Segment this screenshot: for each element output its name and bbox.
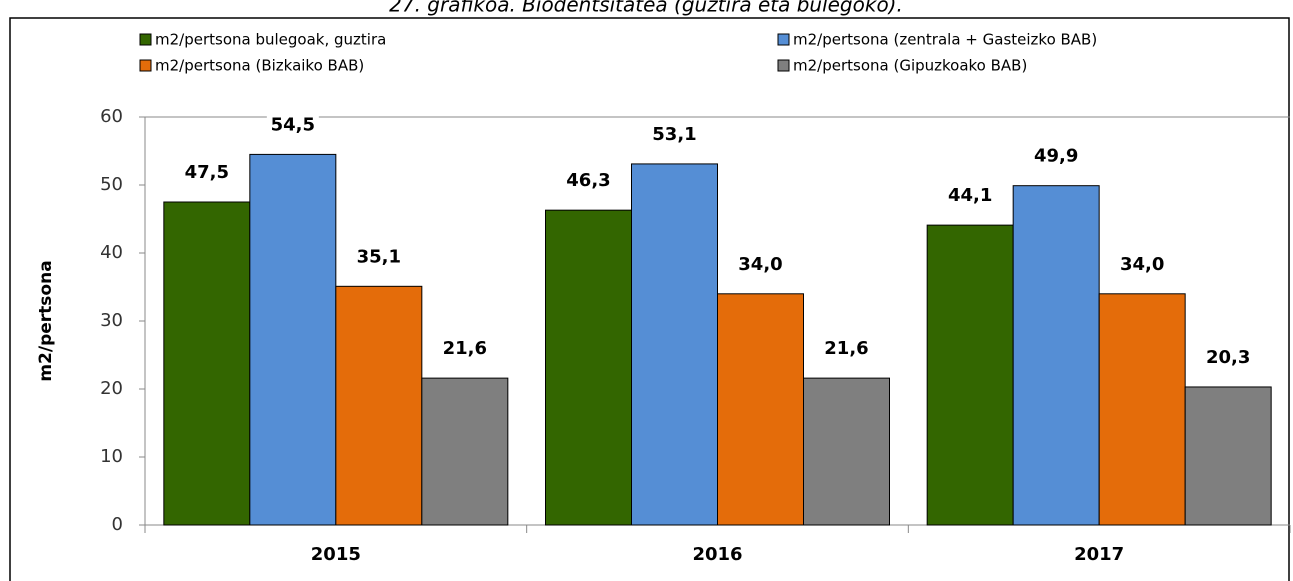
label-bg: [180, 160, 233, 184]
label-bg: [734, 251, 787, 276]
y-axis-label: m2/pertsona: [36, 260, 56, 381]
bar: [249, 153, 337, 526]
legend-swatch: [777, 59, 790, 72]
legend-swatch: [777, 33, 790, 46]
data-label: 20,3: [1206, 347, 1250, 368]
bar: [803, 377, 890, 526]
data-label: 49,9: [1034, 146, 1078, 167]
label-bg: [1202, 344, 1255, 369]
legend-label: m2/pertsona (Gipuzkoako BAB): [793, 57, 1027, 75]
data-label: 54,5: [271, 114, 315, 135]
bar: [335, 285, 423, 526]
y-tick-label: 10: [100, 446, 123, 467]
data-label: 21,6: [824, 338, 868, 359]
label-bg: [944, 183, 997, 208]
label-bg: [1030, 143, 1083, 168]
label-bg: [820, 336, 873, 361]
label-bg: [1116, 251, 1169, 276]
y-tick-label: 0: [112, 514, 123, 535]
bar: [1012, 185, 1100, 526]
legend-swatch: [139, 59, 152, 72]
bar: [631, 163, 718, 526]
x-tick-label: 2017: [1074, 544, 1124, 565]
label-bg: [438, 336, 491, 361]
label-bg: [352, 244, 405, 269]
legend-label: m2/pertsona (zentrala + Gasteizko BAB): [793, 31, 1097, 49]
bar: [1098, 293, 1186, 526]
data-label: 44,1: [948, 185, 992, 206]
x-tick-label: 2016: [692, 544, 742, 565]
label-bg: [562, 168, 615, 193]
data-label: 46,3: [566, 170, 610, 191]
data-label: 53,1: [652, 124, 696, 145]
bar: [926, 224, 1014, 526]
chart-title: 27. grafikoa. Biodentsitatea (guztira et…: [389, 0, 903, 17]
bar: [717, 293, 804, 526]
data-label: 34,0: [1120, 254, 1164, 275]
legend-swatch: [139, 33, 152, 46]
data-label: 21,6: [443, 338, 487, 359]
legend-label: m2/pertsona bulegoak, guztira: [155, 31, 386, 49]
data-label: 34,0: [738, 254, 782, 275]
bar: [163, 201, 251, 526]
y-tick-label: 60: [100, 106, 123, 127]
y-tick-label: 30: [100, 310, 123, 331]
bar: [545, 209, 632, 526]
bar: [1184, 386, 1272, 526]
label-bg: [648, 121, 701, 146]
bar: [421, 377, 509, 526]
y-tick-label: 20: [100, 378, 123, 399]
x-tick-label: 2015: [311, 544, 361, 565]
label-bg: [266, 112, 319, 137]
y-tick-label: 50: [100, 174, 123, 195]
legend-label: m2/pertsona (Bizkaiko BAB): [155, 57, 364, 75]
y-tick-label: 40: [100, 242, 123, 263]
data-label: 47,5: [185, 162, 229, 183]
data-label: 35,1: [357, 246, 401, 267]
